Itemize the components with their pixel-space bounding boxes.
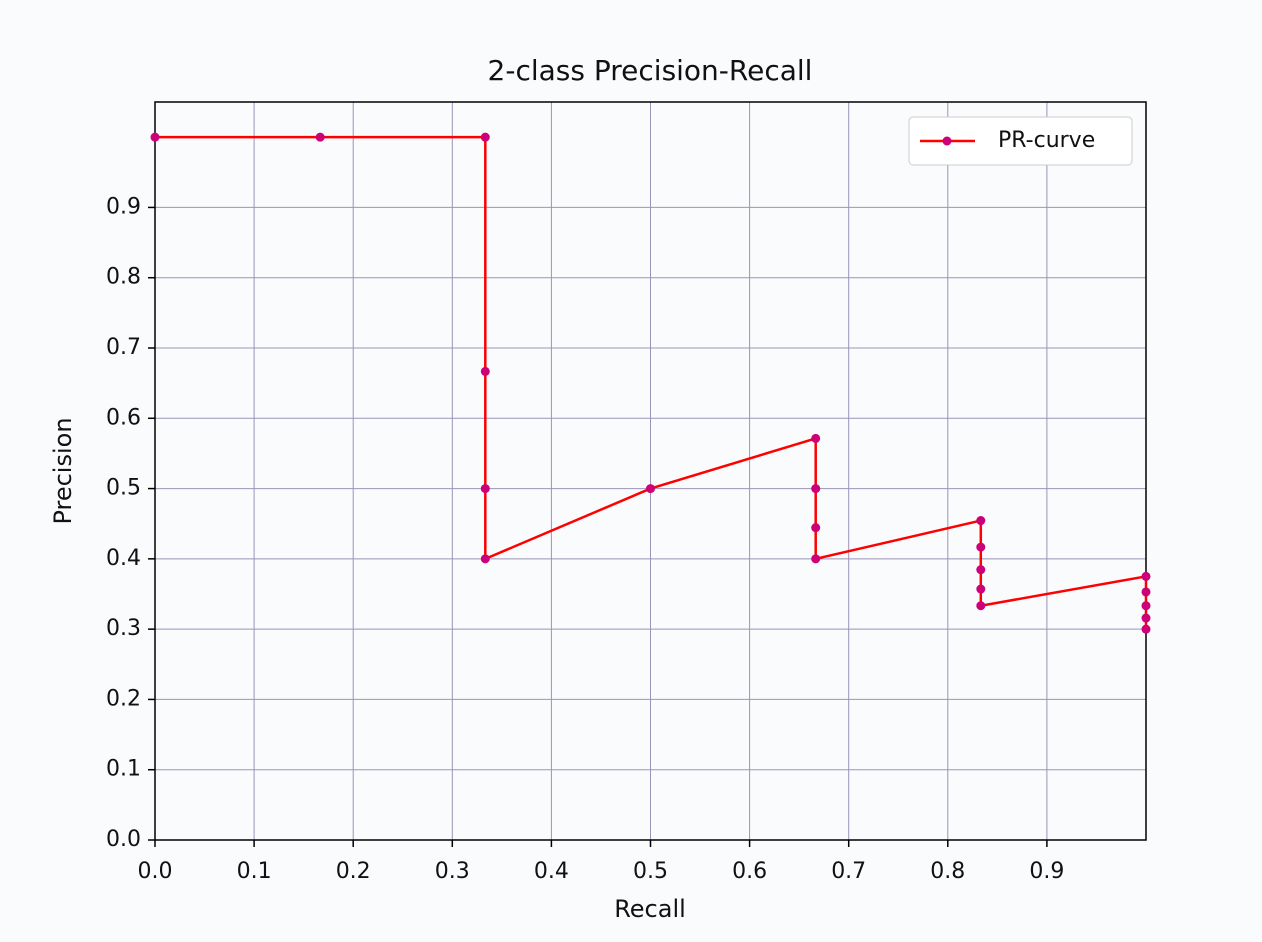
point bbox=[480, 484, 490, 494]
point bbox=[1141, 613, 1151, 623]
y-tick-label: 0.8 bbox=[106, 265, 141, 290]
y-axis-label: Precision bbox=[49, 417, 77, 524]
x-axis-label: Recall bbox=[614, 895, 686, 923]
x-tick-label: 0.8 bbox=[930, 859, 965, 884]
point bbox=[150, 132, 160, 142]
point bbox=[811, 484, 821, 494]
y-tick-label: 0.9 bbox=[106, 194, 141, 219]
point bbox=[976, 542, 986, 552]
point bbox=[1141, 571, 1151, 581]
x-tick-label: 0.3 bbox=[435, 859, 470, 884]
point bbox=[1141, 587, 1151, 597]
legend-label: PR-curve bbox=[998, 128, 1095, 153]
plot-frame bbox=[154, 101, 1147, 841]
x-tick-label: 0.4 bbox=[534, 859, 569, 884]
y-tick-label: 0.4 bbox=[106, 546, 141, 571]
x-tick-label: 0.9 bbox=[1029, 859, 1064, 884]
point bbox=[811, 433, 821, 443]
x-tick-label: 0.0 bbox=[138, 859, 173, 884]
y-tick-label: 0.5 bbox=[106, 476, 141, 501]
x-tick-label: 0.5 bbox=[633, 859, 668, 884]
y-tick-label: 0.0 bbox=[106, 827, 141, 852]
point bbox=[480, 554, 490, 564]
point bbox=[976, 565, 986, 575]
point bbox=[811, 554, 821, 564]
legend-box bbox=[908, 116, 1133, 166]
legend-marker bbox=[942, 136, 952, 146]
x-tick-label: 0.2 bbox=[336, 859, 371, 884]
point bbox=[1141, 601, 1151, 611]
point bbox=[811, 523, 821, 533]
y-tick-label: 0.6 bbox=[106, 405, 141, 430]
point bbox=[1141, 624, 1151, 634]
point bbox=[646, 484, 655, 494]
point bbox=[976, 601, 986, 611]
y-tick-label: 0.3 bbox=[106, 616, 141, 641]
point bbox=[315, 132, 325, 142]
point bbox=[480, 132, 490, 142]
point bbox=[976, 584, 986, 594]
y-tick-label: 0.7 bbox=[106, 335, 141, 360]
point bbox=[480, 366, 490, 376]
x-tick-label: 0.7 bbox=[831, 859, 866, 884]
y-tick-label: 0.1 bbox=[106, 757, 141, 782]
chart-title: 2-class Precision-Recall bbox=[488, 54, 813, 87]
x-tick-label: 0.6 bbox=[732, 859, 767, 884]
x-tick-label: 0.1 bbox=[237, 859, 272, 884]
y-tick-label: 0.2 bbox=[106, 686, 141, 711]
point bbox=[976, 516, 986, 526]
